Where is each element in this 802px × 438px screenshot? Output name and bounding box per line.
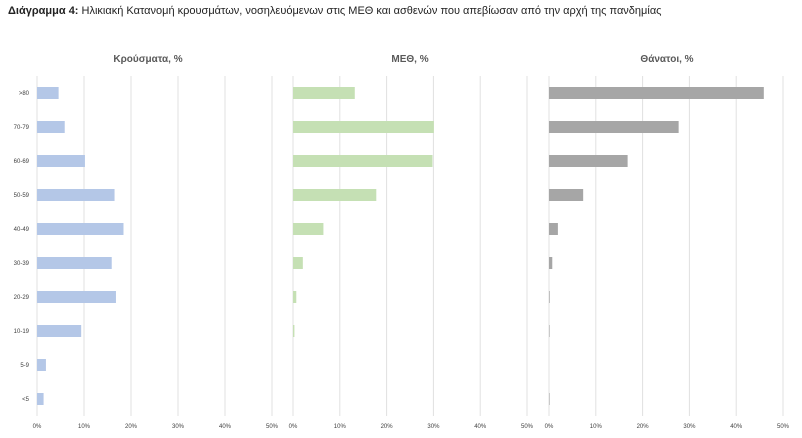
bar bbox=[37, 189, 115, 201]
bar bbox=[549, 155, 628, 167]
bar bbox=[293, 291, 297, 303]
bar bbox=[37, 393, 44, 405]
bar bbox=[37, 121, 65, 133]
figure-caption-label: Διάγραμμα 4: bbox=[8, 5, 79, 17]
bar bbox=[293, 189, 377, 201]
x-tick-label: 50% bbox=[266, 424, 279, 430]
bar bbox=[37, 87, 59, 99]
bar bbox=[293, 87, 355, 99]
bar bbox=[549, 87, 764, 99]
bar bbox=[293, 325, 295, 337]
bar bbox=[37, 359, 46, 371]
x-tick-label: 40% bbox=[474, 424, 487, 430]
category-label: 40-49 bbox=[14, 227, 30, 233]
x-tick-label: 30% bbox=[172, 424, 185, 430]
bar bbox=[293, 223, 324, 235]
x-tick-label: 0% bbox=[545, 424, 554, 430]
category-label: >80 bbox=[19, 91, 30, 97]
bar bbox=[37, 257, 112, 269]
x-tick-label: 10% bbox=[78, 424, 91, 430]
x-tick-label: 50% bbox=[777, 424, 790, 430]
bar bbox=[293, 155, 433, 167]
x-tick-label: 40% bbox=[730, 424, 743, 430]
panel-title-2: ΜΕΘ, % bbox=[391, 54, 428, 65]
bar bbox=[37, 291, 116, 303]
x-tick-label: 10% bbox=[590, 424, 603, 430]
bar bbox=[293, 257, 303, 269]
category-label: 60-69 bbox=[14, 159, 30, 165]
x-tick-label: 0% bbox=[33, 424, 42, 430]
bar bbox=[549, 223, 558, 235]
x-tick-label: 20% bbox=[637, 424, 650, 430]
category-label: 5-9 bbox=[20, 363, 29, 369]
figure-caption: Διάγραμμα 4: Ηλικιακή Κατανομή κρουσμάτω… bbox=[8, 5, 661, 17]
category-label: 20-29 bbox=[14, 295, 30, 301]
bar bbox=[37, 223, 124, 235]
bar bbox=[37, 325, 82, 337]
category-label: 70-79 bbox=[14, 125, 30, 131]
bar bbox=[549, 121, 679, 133]
x-tick-label: 10% bbox=[334, 424, 347, 430]
x-tick-label: 50% bbox=[521, 424, 534, 430]
category-label: 10-19 bbox=[14, 329, 30, 335]
bar bbox=[293, 121, 434, 133]
bar bbox=[549, 189, 584, 201]
x-tick-label: 20% bbox=[125, 424, 138, 430]
figure-caption-text: Ηλικιακή Κατανομή κρουσμάτων, νοσηλευόμε… bbox=[81, 5, 662, 17]
category-label: 50-59 bbox=[14, 193, 30, 199]
bar bbox=[549, 393, 550, 405]
x-tick-label: 30% bbox=[427, 424, 440, 430]
category-label: <5 bbox=[22, 397, 30, 403]
x-tick-label: 30% bbox=[683, 424, 696, 430]
bar bbox=[37, 155, 85, 167]
bar bbox=[549, 325, 550, 337]
bar bbox=[549, 257, 553, 269]
x-tick-label: 20% bbox=[381, 424, 394, 430]
panel-title-1: Κρούσματα, % bbox=[113, 54, 182, 65]
category-label: 30-39 bbox=[14, 261, 30, 267]
bar bbox=[549, 291, 550, 303]
x-tick-label: 0% bbox=[289, 424, 298, 430]
x-tick-label: 40% bbox=[219, 424, 232, 430]
panel-title-3: Θάνατοι, % bbox=[640, 54, 693, 65]
